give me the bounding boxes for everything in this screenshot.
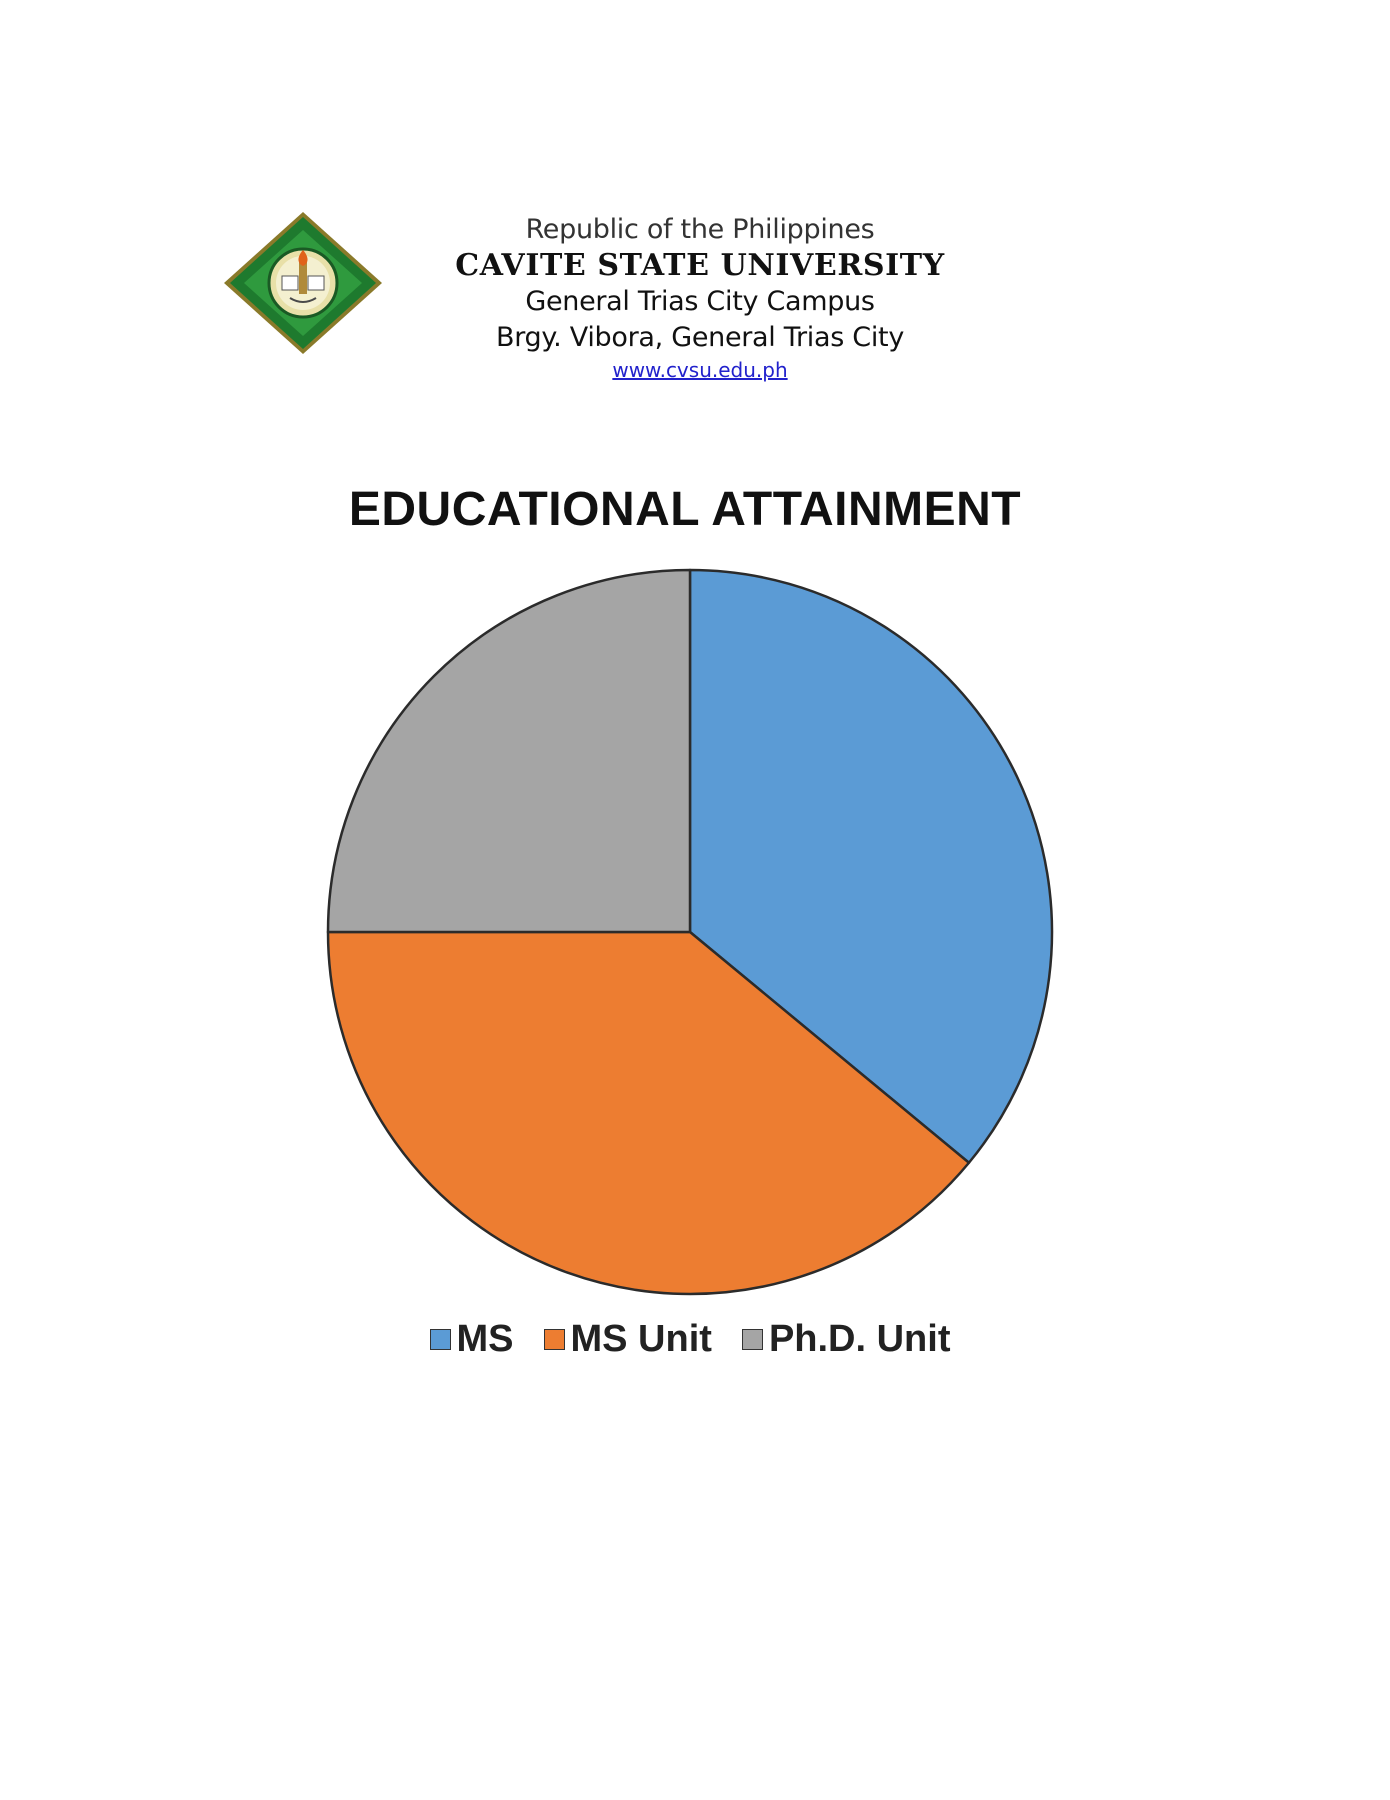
legend-swatch-ms xyxy=(429,1329,451,1350)
chart-legend: MS MS Unit Ph.D. Unit xyxy=(300,1318,1080,1361)
letterhead-website-link[interactable]: www.cvsu.edu.ph xyxy=(612,358,788,382)
legend-item-ms: MS xyxy=(429,1318,514,1361)
legend-label-ph-d-unit: Ph.D. Unit xyxy=(768,1318,951,1360)
pie-slice-ph-d-unit xyxy=(326,568,692,934)
letterhead: Republic of the Philippines CAVITE STATE… xyxy=(340,212,1060,384)
legend-item-ph-d-unit: Ph.D. Unit xyxy=(741,1318,951,1361)
legend-swatch-ms-unit xyxy=(543,1329,565,1350)
legend-item-ms-unit: MS Unit xyxy=(543,1318,712,1361)
pie-slice-ms-unit xyxy=(326,930,971,1296)
letterhead-university-name: CAVITE STATE UNIVERSITY xyxy=(455,248,945,283)
chart-title: EDUCATIONAL ATTAINMENT xyxy=(348,483,1022,536)
letterhead-campus: General Trias City Campus xyxy=(525,286,875,317)
letterhead-republic: Republic of the Philippines xyxy=(525,214,875,245)
letterhead-address: Brgy. Vibora, General Trias City xyxy=(495,322,905,353)
pie-chart xyxy=(326,568,1054,1296)
legend-label-ms-unit: MS Unit xyxy=(570,1318,712,1360)
legend-swatch-ph-d-unit xyxy=(741,1329,763,1350)
pie-slice-ms xyxy=(688,568,1054,1164)
university-seal-icon xyxy=(224,212,382,354)
legend-label-ms: MS xyxy=(456,1318,514,1360)
